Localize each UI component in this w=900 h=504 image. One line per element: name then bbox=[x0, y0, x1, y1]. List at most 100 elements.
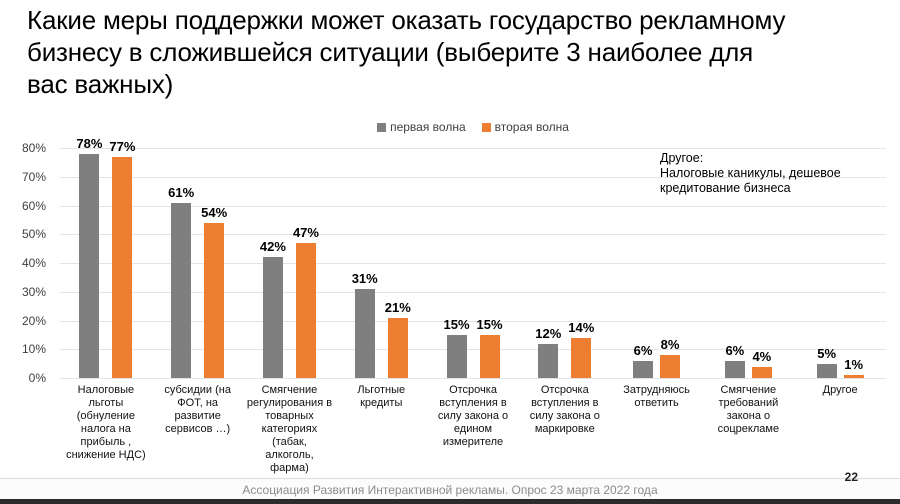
bar bbox=[816, 363, 837, 378]
bar-group: 6% 4% bbox=[702, 148, 794, 378]
bar-wrap: 61% bbox=[168, 185, 194, 378]
y-tick-label: 50% bbox=[21, 227, 46, 242]
y-tick-label: 20% bbox=[21, 313, 46, 328]
bar-group: 15% 15% bbox=[427, 148, 519, 378]
x-category-label: Смягчение регулирования в товарных катег… bbox=[246, 384, 333, 474]
bar-wrap: 47% bbox=[293, 225, 319, 378]
bar bbox=[633, 360, 654, 378]
bar-value-label: 31% bbox=[351, 270, 378, 286]
bar bbox=[387, 317, 408, 378]
legend-label: вторая волна bbox=[494, 120, 569, 134]
bar bbox=[843, 375, 864, 378]
x-category-label: Льготные кредиты bbox=[357, 384, 406, 409]
bar bbox=[204, 222, 225, 378]
bar-wrap: 21% bbox=[385, 300, 411, 378]
bar-value-label: 78% bbox=[76, 135, 103, 151]
bar bbox=[171, 202, 192, 378]
bar bbox=[112, 156, 133, 378]
bar bbox=[660, 355, 681, 378]
bar-wrap: 6% bbox=[633, 342, 654, 378]
x-category-label: Затрудняюсь ответить bbox=[623, 384, 690, 409]
bar bbox=[751, 366, 772, 378]
y-tick-label: 10% bbox=[21, 342, 46, 357]
gridline bbox=[60, 176, 886, 178]
x-category-label: Отсрочка вступления в силу закона о един… bbox=[437, 384, 509, 448]
bar-wrap: 8% bbox=[660, 337, 681, 378]
x-category-label: субсидии (на ФОТ, на развитие сервисов …… bbox=[164, 384, 231, 435]
y-tick-label: 60% bbox=[21, 198, 46, 213]
bar-group: 78% 77% bbox=[60, 136, 152, 378]
bottom-strip bbox=[0, 499, 900, 504]
bar-group: 31% 21% bbox=[335, 148, 427, 378]
y-axis-labels: 0% 10% 20% 30% 40% 50% 60% 70% 80% bbox=[0, 141, 52, 385]
bar-value-label: 15% bbox=[476, 316, 503, 332]
bar bbox=[479, 334, 500, 378]
bar-value-label: 6% bbox=[725, 342, 745, 358]
bar-value-label: 1% bbox=[844, 357, 864, 373]
chart-plot: 78% 77% 61% 54% 42% 47% 31% 21% 15% 15% 12% 14% 6% 8%… bbox=[60, 136, 886, 379]
y-tick-label: 70% bbox=[21, 169, 46, 184]
bar-value-label: 8% bbox=[660, 337, 680, 352]
page-number: 22 bbox=[844, 470, 858, 484]
bar-value-label: 12% bbox=[535, 325, 562, 341]
page-title: Какие меры поддержки может оказать госуд… bbox=[27, 5, 786, 99]
chart-legend: первая волна вторая волна bbox=[60, 120, 886, 134]
bar-groups: 78% 77% 61% 54% 42% 47% 31% 21% 15% 15% 12% 14% 6% 8%… bbox=[60, 136, 886, 378]
bar bbox=[262, 257, 283, 378]
bar bbox=[295, 242, 316, 378]
legend-label: первая волна bbox=[390, 120, 466, 134]
bar-wrap: 5% bbox=[816, 345, 837, 378]
gridline bbox=[60, 234, 886, 236]
legend-item: вторая волна bbox=[481, 120, 569, 134]
bar-group: 6% 8% bbox=[611, 148, 703, 378]
footer-band bbox=[0, 478, 900, 499]
bar bbox=[354, 288, 375, 378]
gridline bbox=[60, 378, 886, 379]
bar-wrap: 12% bbox=[535, 325, 562, 378]
bar-wrap: 31% bbox=[352, 271, 378, 378]
bar-value-label: 54% bbox=[201, 204, 228, 220]
bar bbox=[446, 334, 467, 378]
y-tick-label: 0% bbox=[28, 371, 46, 385]
gridline bbox=[60, 320, 886, 322]
bar-value-label: 77% bbox=[109, 138, 136, 154]
x-category-label: Налоговые льготы (обнуление налога на пр… bbox=[66, 384, 146, 461]
bar-value-label: 6% bbox=[633, 342, 653, 358]
bar-value-label: 47% bbox=[292, 224, 319, 240]
bar-wrap: 6% bbox=[724, 342, 745, 378]
bar-value-label: 4% bbox=[752, 348, 772, 364]
y-tick-label: 40% bbox=[21, 256, 46, 270]
gridline bbox=[60, 349, 886, 351]
bar-group: 5% 1% bbox=[794, 148, 886, 378]
gridline bbox=[60, 205, 886, 207]
bar-wrap: 77% bbox=[109, 139, 135, 378]
bar bbox=[538, 343, 559, 378]
y-tick-label: 30% bbox=[21, 284, 46, 299]
legend-swatch-icon bbox=[377, 122, 387, 132]
bar-wrap: 1% bbox=[843, 357, 864, 378]
bar-value-label: 42% bbox=[259, 239, 286, 255]
bar-value-label: 14% bbox=[568, 319, 595, 335]
bar bbox=[724, 360, 745, 378]
bar bbox=[79, 153, 100, 378]
bar-value-label: 21% bbox=[384, 299, 411, 315]
chart-area: 0% 10% 20% 30% 40% 50% 60% 70% 80% 78% 77% 61% 54% 4… bbox=[0, 136, 900, 385]
bar bbox=[571, 337, 592, 378]
bar-wrap: 54% bbox=[201, 205, 227, 378]
bar-group: 12% 14% bbox=[519, 148, 611, 378]
bar-wrap: 15% bbox=[477, 317, 503, 378]
bar-group: 42% 47% bbox=[244, 148, 336, 378]
bar-value-label: 15% bbox=[443, 316, 470, 332]
bar-wrap: 14% bbox=[568, 320, 594, 378]
y-tick-label: 80% bbox=[21, 141, 46, 155]
annotation-other: Другое: Налоговые каникулы, дешевое кред… bbox=[660, 151, 841, 195]
x-axis-labels: Налоговые льготы (обнуление налога на пр… bbox=[60, 384, 886, 475]
bar-wrap: 78% bbox=[76, 136, 102, 378]
gridline bbox=[60, 291, 886, 293]
gridline bbox=[60, 263, 886, 264]
legend-swatch-icon bbox=[481, 122, 491, 132]
bar-value-label: 5% bbox=[817, 345, 837, 361]
bar-value-label: 61% bbox=[168, 184, 195, 200]
x-category-label: Смягчение требований закона о соцрекламе bbox=[717, 384, 780, 435]
